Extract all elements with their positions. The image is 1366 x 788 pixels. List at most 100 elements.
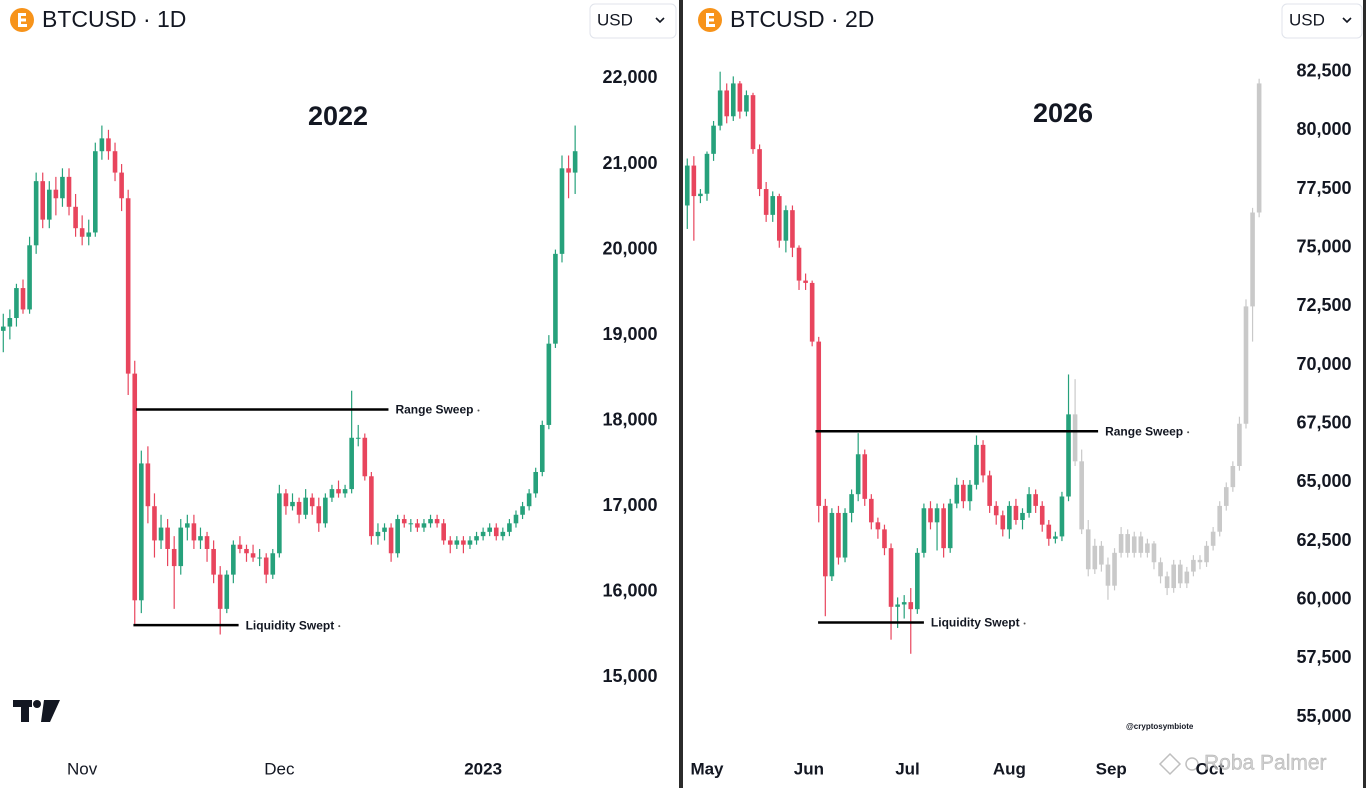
- candle-body: [152, 506, 157, 541]
- candle-body: [1171, 564, 1176, 589]
- candle-body: [974, 444, 979, 485]
- candle-body: [1164, 576, 1170, 589]
- candle-body: [204, 536, 210, 549]
- candle-body: [191, 523, 197, 541]
- candle-body: [1072, 414, 1078, 462]
- candle-body: [303, 497, 308, 515]
- y-tick-label: 77,500: [1296, 178, 1351, 198]
- candle-body: [185, 523, 190, 528]
- candle-body: [79, 228, 85, 237]
- candle-body: [928, 508, 933, 523]
- candle-body: [1184, 571, 1190, 584]
- candle-body: [53, 189, 59, 199]
- candle-body: [1007, 505, 1012, 530]
- candle-body: [1250, 212, 1255, 307]
- annotation-dot: [477, 409, 480, 412]
- candle-body: [355, 437, 361, 439]
- y-tick-label: 17,000: [602, 495, 657, 515]
- candle-body: [20, 288, 26, 310]
- y-tick-label: 20,000: [602, 238, 657, 258]
- candle-body: [86, 232, 92, 237]
- candle-body: [1039, 505, 1045, 525]
- annotation-dot: [1023, 622, 1026, 625]
- y-tick-label: 82,500: [1296, 60, 1351, 80]
- candle-body: [1191, 559, 1196, 572]
- candle-body: [513, 514, 519, 524]
- candle-body: [283, 493, 289, 507]
- candle-body: [776, 196, 782, 241]
- annotation-dot: [1187, 431, 1190, 434]
- candle-body: [1158, 562, 1163, 577]
- candle-body: [1138, 536, 1144, 553]
- candle-body: [329, 489, 335, 498]
- candle-body: [487, 527, 492, 532]
- y-tick-label: 67,500: [1296, 413, 1351, 433]
- candle-body: [362, 437, 368, 477]
- candle-body: [934, 508, 940, 523]
- candle-body: [1243, 306, 1249, 424]
- candle-body: [217, 574, 223, 609]
- candle-body: [244, 548, 249, 554]
- candle-body: [1145, 543, 1150, 553]
- candle-body: [323, 497, 328, 524]
- candle-body: [493, 527, 499, 537]
- candle-body: [967, 484, 973, 502]
- candle-body: [145, 463, 151, 507]
- bitcoin-icon: [698, 8, 722, 32]
- candle-body: [231, 544, 236, 575]
- candle-body: [408, 523, 414, 525]
- currency-selector[interactable]: [1281, 3, 1363, 39]
- candle-body: [947, 503, 953, 549]
- candle-body: [421, 523, 427, 528]
- annotation-label: Range Sweep: [1105, 424, 1183, 438]
- candle-body: [915, 552, 920, 610]
- candle-body: [941, 508, 946, 549]
- candle-body: [1000, 515, 1006, 530]
- candle-body: [533, 471, 539, 494]
- candle-body: [954, 484, 960, 504]
- candle-body: [862, 454, 868, 499]
- candle-body: [875, 522, 881, 530]
- candle-body: [474, 536, 479, 541]
- candle-body: [60, 176, 65, 199]
- panel-divider: [679, 0, 683, 788]
- candle-body: [559, 168, 565, 254]
- candle-body: [770, 196, 776, 215]
- x-tick-label: Sep: [1096, 759, 1127, 778]
- candles: [684, 71, 1262, 654]
- x-tick-label: 2023: [464, 759, 502, 778]
- candle-body: [855, 454, 861, 495]
- bitcoin-icon: [10, 8, 34, 32]
- candle-body: [961, 484, 966, 502]
- candle-body: [882, 529, 887, 549]
- candle-body: [737, 83, 743, 112]
- candle-body: [0, 326, 6, 331]
- currency-selector[interactable]: [589, 3, 677, 39]
- candle-body: [1053, 536, 1058, 539]
- candle-body: [783, 210, 789, 241]
- candle-body: [684, 165, 690, 206]
- chart-title: BTCUSD · 1D: [42, 6, 186, 32]
- candle-body: [27, 245, 32, 310]
- candle-body: [139, 463, 144, 601]
- credit-icon: [1158, 752, 1199, 776]
- candle-body: [93, 151, 98, 233]
- y-tick-label: 80,000: [1296, 119, 1351, 139]
- candle-body: [342, 489, 348, 494]
- candle-body: [40, 181, 46, 220]
- candle-body: [849, 494, 854, 513]
- x-tick-label: May: [690, 759, 724, 778]
- period-label: 2026: [1033, 98, 1093, 128]
- candle-body: [401, 519, 407, 524]
- candle-body: [211, 548, 216, 575]
- candle-body: [711, 125, 716, 154]
- candle-body: [829, 512, 835, 577]
- candle-body: [987, 475, 992, 506]
- candle-body: [112, 151, 118, 173]
- candle-body: [539, 424, 545, 472]
- candle-body: [415, 523, 420, 528]
- candle-body: [816, 341, 822, 506]
- candle-body: [1085, 529, 1091, 570]
- y-tick-label: 21,000: [602, 153, 657, 173]
